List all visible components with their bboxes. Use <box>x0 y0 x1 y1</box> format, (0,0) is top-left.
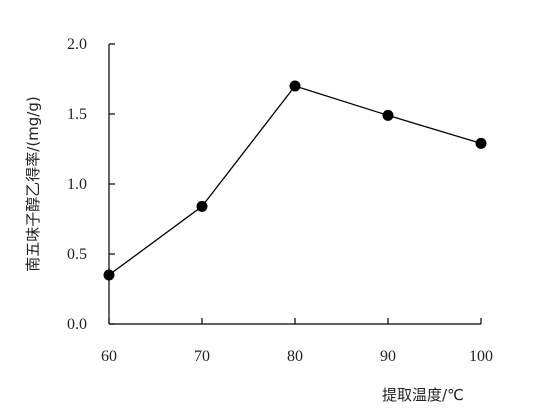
data-point <box>475 137 487 149</box>
series-layer <box>103 80 487 281</box>
x-tick-label: 60 <box>101 348 117 365</box>
y-ticks: 0.0 0.5 1.0 1.5 2.0 <box>67 36 115 333</box>
x-tick-label: 90 <box>380 348 396 365</box>
data-point <box>382 109 394 121</box>
series-line <box>108 85 482 276</box>
data-point <box>103 269 115 281</box>
y-tick-label: 0.5 <box>67 246 87 263</box>
data-point <box>289 80 301 92</box>
y-axis-title: 南五味子醇乙得率/(mg/g) <box>24 96 42 271</box>
data-point <box>196 200 208 212</box>
x-tick-label: 100 <box>469 348 493 365</box>
x-ticks: 60 70 80 90 100 <box>101 318 493 365</box>
x-axis-title: 提取温度/℃ <box>382 386 464 404</box>
y-tick-label: 1.0 <box>67 176 87 193</box>
y-tick-label: 1.5 <box>67 106 87 123</box>
x-tick-label: 80 <box>287 348 303 365</box>
y-tick-label: 0.0 <box>67 316 87 333</box>
y-tick-label: 2.0 <box>67 36 87 53</box>
x-tick-label: 70 <box>194 348 210 365</box>
